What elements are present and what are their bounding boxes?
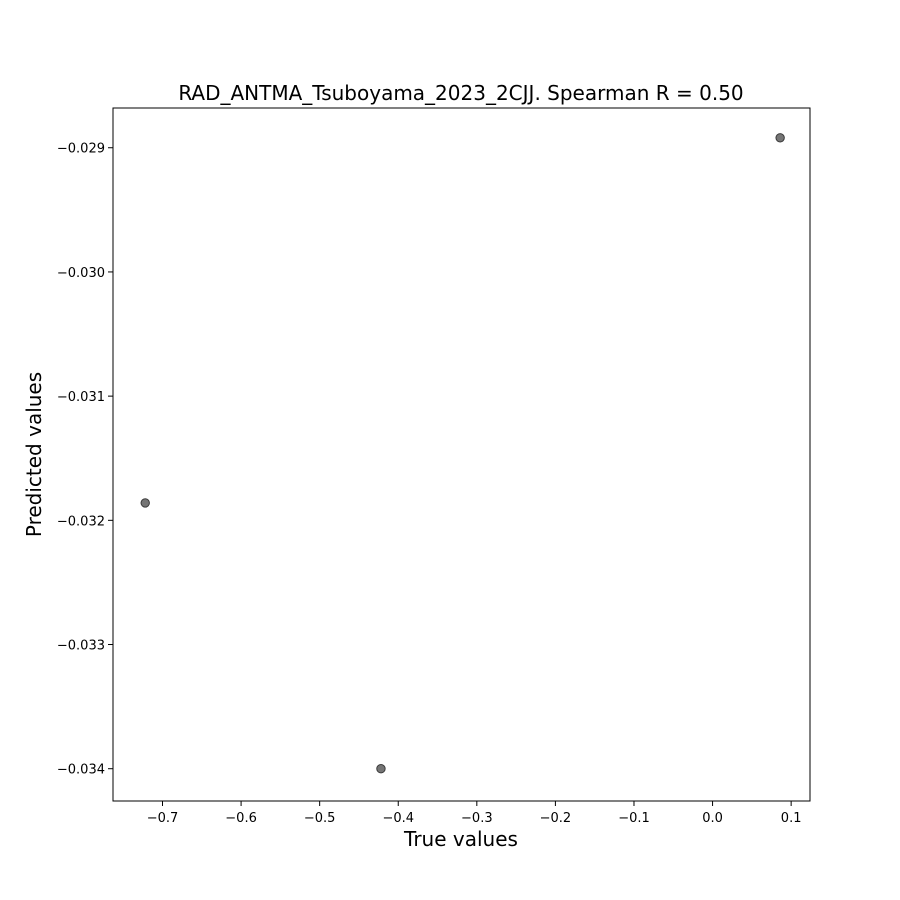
scatter-point <box>775 133 785 143</box>
x-tick-label: −0.6 <box>225 811 257 826</box>
x-axis-title: True values <box>403 827 518 851</box>
scatter-point <box>140 498 150 508</box>
y-tick-label: −0.034 <box>57 763 105 778</box>
x-tick-label: −0.2 <box>540 811 572 826</box>
x-tick-label: −0.5 <box>304 811 336 826</box>
x-tick-label: 0.0 <box>702 811 723 826</box>
y-tick-label: −0.029 <box>57 142 105 157</box>
x-tick-label: 0.1 <box>781 811 802 826</box>
x-axis: −0.7 −0.6 −0.5 −0.4 −0.3 −0.2 −0.1 0.0 0.1 <box>147 801 802 826</box>
y-tick-label: −0.033 <box>57 639 105 654</box>
y-tick-label: −0.031 <box>57 390 105 405</box>
plot-area <box>112 107 811 802</box>
y-tick-label: −0.032 <box>57 514 105 529</box>
y-axis: −0.029 −0.030 −0.031 −0.032 −0.033 −0.034 <box>57 142 113 778</box>
x-tick-label: −0.1 <box>618 811 650 826</box>
x-tick-label: −0.3 <box>461 811 493 826</box>
data-points <box>140 133 785 774</box>
x-tick-label: −0.4 <box>382 811 414 826</box>
scatter-point <box>376 764 386 774</box>
plot-frame <box>112 107 811 802</box>
chart-title: RAD_ANTMA_Tsuboyama_2023_2CJJ. Spearman … <box>178 81 743 105</box>
x-tick-label: −0.7 <box>147 811 179 826</box>
y-tick-label: −0.030 <box>57 266 105 281</box>
y-axis-title: Predicted values <box>22 372 46 537</box>
